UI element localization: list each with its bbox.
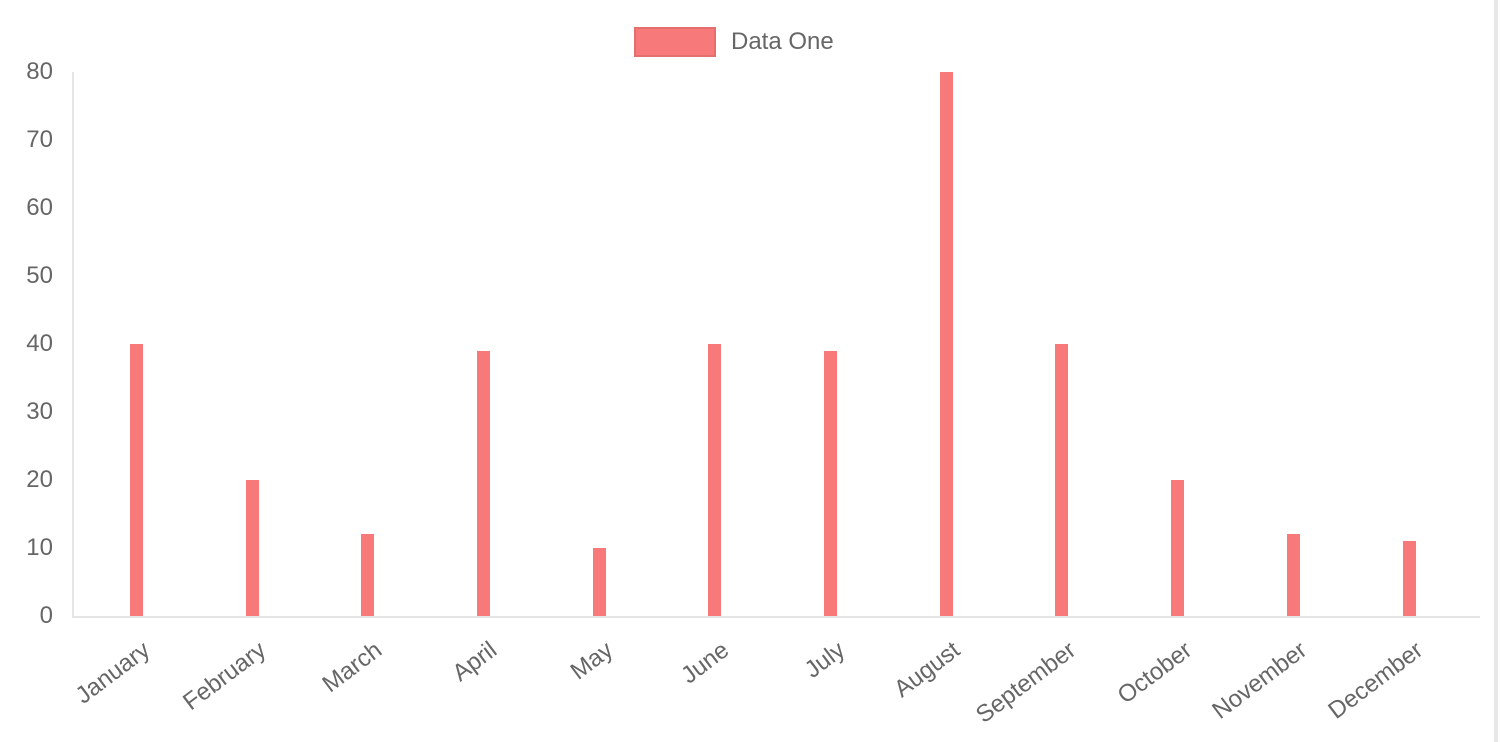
x-label-july: July [799,636,850,684]
y-tick-50: 50 [26,262,53,289]
y-tick-0: 0 [39,602,53,629]
legend-item-data-one[interactable]: Data One [634,26,834,58]
bar-august[interactable] [939,72,953,616]
y-tick-70: 70 [26,126,53,153]
bar-may[interactable] [592,548,606,616]
y-tick-10: 10 [26,534,53,561]
x-label-august: August [889,636,966,703]
y-tick-80: 80 [26,58,53,85]
x-label-march: March [317,636,387,699]
x-label-may: May [565,636,619,686]
bar-september[interactable] [1055,344,1069,616]
x-label-november: November [1207,636,1313,725]
y-tick-40: 40 [26,330,53,357]
bar-january[interactable] [129,344,143,616]
legend-color-swatch [634,27,716,57]
bar-july[interactable] [824,350,838,616]
x-label-january: January [70,636,156,710]
bar-november[interactable] [1286,534,1300,616]
legend-label: Data One [731,28,834,55]
x-label-february: February [178,636,272,716]
bar-april[interactable] [476,350,490,616]
bar-october[interactable] [1171,480,1185,616]
right-edge-line [1494,0,1498,742]
x-label-june: June [676,636,734,690]
x-label-october: October [1112,636,1197,710]
bar-june[interactable] [708,344,722,616]
x-label-september: September [970,636,1081,729]
y-tick-60: 60 [26,194,53,221]
y-axis-line [72,72,74,616]
x-axis-line [72,616,1480,618]
x-label-april: April [447,636,503,687]
y-tick-30: 30 [26,398,53,425]
bar-december[interactable] [1402,541,1416,616]
x-label-december: December [1323,636,1429,725]
bar-march[interactable] [361,534,375,616]
bar-february[interactable] [245,480,259,616]
y-tick-20: 20 [26,466,53,493]
